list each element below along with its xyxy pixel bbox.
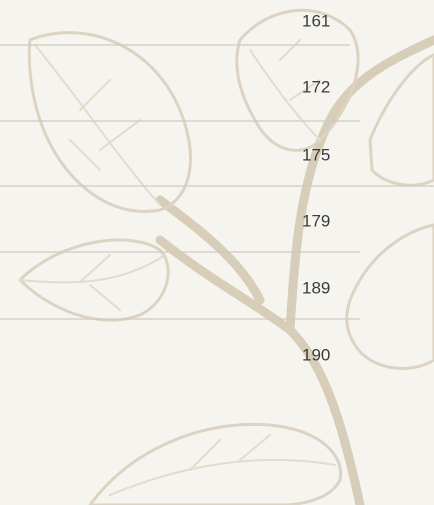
page: 161 172 175 179 189 190	[0, 0, 434, 505]
leaf-illustration	[20, 10, 434, 505]
page-number: 172	[302, 77, 330, 96]
page-number: 189	[302, 278, 330, 297]
page-number: 161	[302, 11, 330, 30]
page-number: 190	[302, 345, 330, 364]
page-number: 175	[302, 145, 330, 164]
page-number: 179	[302, 211, 330, 230]
